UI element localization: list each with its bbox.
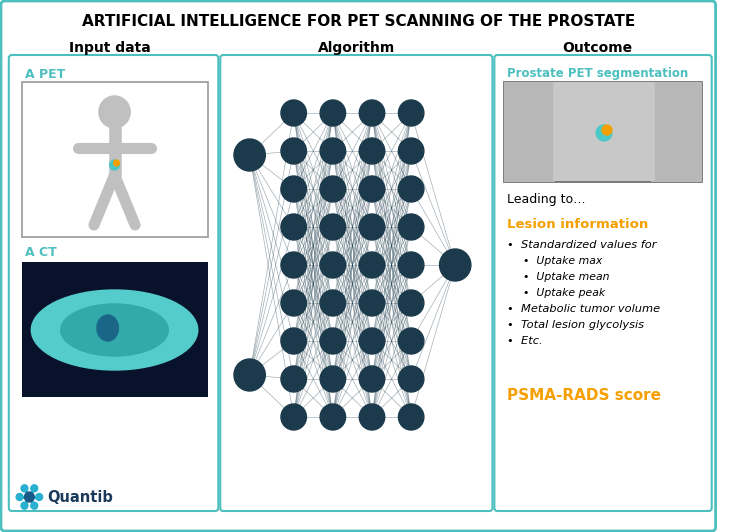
Circle shape bbox=[596, 125, 612, 141]
Circle shape bbox=[320, 176, 346, 202]
Circle shape bbox=[281, 138, 307, 164]
Circle shape bbox=[24, 492, 34, 502]
Circle shape bbox=[398, 138, 424, 164]
Circle shape bbox=[359, 214, 385, 240]
Circle shape bbox=[359, 138, 385, 164]
Circle shape bbox=[281, 404, 307, 430]
Circle shape bbox=[398, 366, 424, 392]
Text: A PET: A PET bbox=[26, 68, 66, 80]
Circle shape bbox=[281, 328, 307, 354]
Circle shape bbox=[21, 485, 28, 492]
Circle shape bbox=[234, 139, 265, 171]
Circle shape bbox=[234, 359, 265, 391]
Text: •  Uptake peak: • Uptake peak bbox=[523, 288, 605, 298]
Circle shape bbox=[359, 100, 385, 126]
Circle shape bbox=[398, 290, 424, 316]
Ellipse shape bbox=[97, 315, 119, 341]
Text: •  Standardized values for: • Standardized values for bbox=[507, 240, 657, 250]
FancyBboxPatch shape bbox=[504, 82, 702, 182]
FancyBboxPatch shape bbox=[504, 82, 555, 182]
Ellipse shape bbox=[31, 290, 198, 370]
Text: Algorithm: Algorithm bbox=[318, 41, 395, 55]
Text: ARTIFICIAL INTELLIGENCE FOR PET SCANNING OF THE PROSTATE: ARTIFICIAL INTELLIGENCE FOR PET SCANNING… bbox=[82, 14, 635, 29]
Circle shape bbox=[16, 494, 23, 501]
Circle shape bbox=[359, 328, 385, 354]
FancyBboxPatch shape bbox=[494, 55, 712, 511]
Circle shape bbox=[113, 160, 119, 166]
Circle shape bbox=[281, 252, 307, 278]
Circle shape bbox=[31, 502, 37, 509]
FancyBboxPatch shape bbox=[21, 82, 208, 237]
Circle shape bbox=[359, 290, 385, 316]
Circle shape bbox=[281, 176, 307, 202]
Circle shape bbox=[359, 366, 385, 392]
Circle shape bbox=[281, 290, 307, 316]
Circle shape bbox=[281, 366, 307, 392]
FancyBboxPatch shape bbox=[9, 55, 218, 511]
Text: •  Metabolic tumor volume: • Metabolic tumor volume bbox=[507, 304, 660, 314]
Text: Leading to…: Leading to… bbox=[507, 194, 586, 206]
Text: A CT: A CT bbox=[26, 245, 57, 259]
Circle shape bbox=[398, 176, 424, 202]
Text: •  Uptake mean: • Uptake mean bbox=[523, 272, 609, 282]
Circle shape bbox=[398, 214, 424, 240]
Circle shape bbox=[99, 96, 130, 128]
FancyBboxPatch shape bbox=[220, 55, 493, 511]
Text: •  Total lesion glycolysis: • Total lesion glycolysis bbox=[507, 320, 644, 330]
Text: Outcome: Outcome bbox=[562, 41, 632, 55]
Text: •  Uptake max: • Uptake max bbox=[523, 256, 602, 266]
Circle shape bbox=[31, 485, 37, 492]
Circle shape bbox=[359, 176, 385, 202]
Circle shape bbox=[398, 404, 424, 430]
Circle shape bbox=[320, 366, 346, 392]
Text: Prostate PET segmentation: Prostate PET segmentation bbox=[507, 68, 688, 80]
Text: Quantib: Quantib bbox=[47, 489, 113, 504]
FancyBboxPatch shape bbox=[651, 82, 702, 182]
Circle shape bbox=[320, 290, 346, 316]
Circle shape bbox=[359, 252, 385, 278]
Circle shape bbox=[320, 328, 346, 354]
FancyBboxPatch shape bbox=[21, 262, 208, 397]
FancyBboxPatch shape bbox=[1, 1, 716, 531]
Text: •  Etc.: • Etc. bbox=[507, 336, 542, 346]
Circle shape bbox=[398, 252, 424, 278]
Circle shape bbox=[602, 125, 612, 135]
Text: PSMA-RADS score: PSMA-RADS score bbox=[507, 387, 661, 403]
Circle shape bbox=[110, 160, 119, 170]
Circle shape bbox=[439, 249, 471, 281]
Ellipse shape bbox=[61, 304, 168, 356]
Circle shape bbox=[320, 138, 346, 164]
Circle shape bbox=[320, 214, 346, 240]
Circle shape bbox=[320, 252, 346, 278]
Text: Input data: Input data bbox=[69, 41, 151, 55]
Circle shape bbox=[320, 100, 346, 126]
Circle shape bbox=[21, 502, 28, 509]
Circle shape bbox=[359, 404, 385, 430]
Circle shape bbox=[281, 100, 307, 126]
Circle shape bbox=[398, 328, 424, 354]
Text: Lesion information: Lesion information bbox=[507, 218, 649, 230]
Circle shape bbox=[281, 214, 307, 240]
FancyBboxPatch shape bbox=[553, 82, 655, 181]
Circle shape bbox=[36, 494, 42, 501]
Circle shape bbox=[398, 100, 424, 126]
Circle shape bbox=[320, 404, 346, 430]
